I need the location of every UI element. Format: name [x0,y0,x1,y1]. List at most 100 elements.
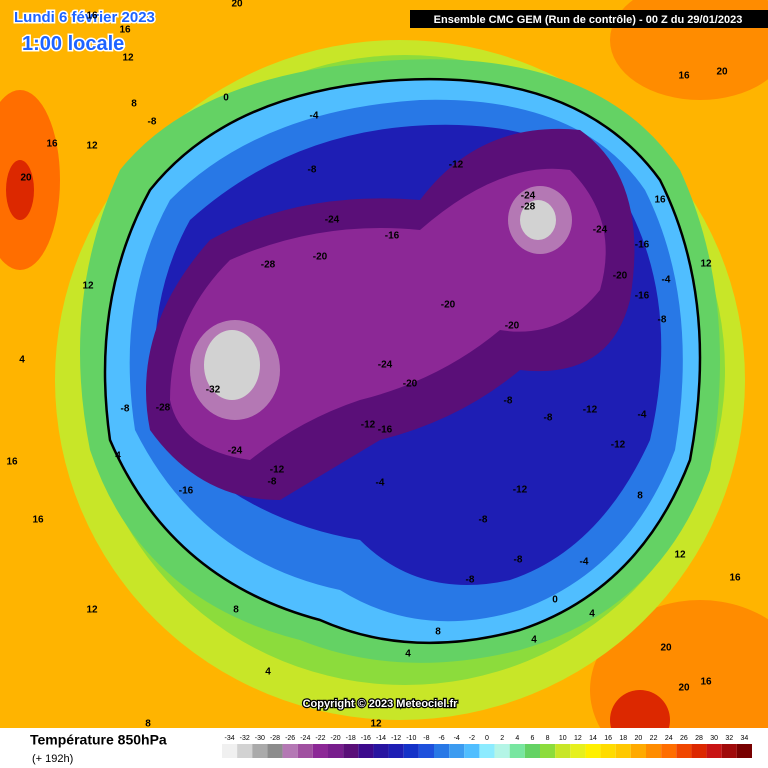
contour-label: 16 [119,25,131,36]
contour-label: 0 [552,595,558,606]
colorbar-swatch [494,744,510,758]
contour-label: 12 [82,281,94,292]
contour-label: 20 [231,0,243,10]
colorbar-tick-label: 12 [574,735,582,742]
contour-label: -20 [505,321,520,332]
contour-label: -8 [658,315,667,326]
colorbar-tick-label: -20 [331,735,341,742]
contour-label: -24 [228,446,243,457]
contour-label: -32 [206,385,221,396]
contour-label: 4 [19,355,25,366]
colorbar-swatch [524,744,540,758]
contour-label: 16 [86,11,98,22]
contour-label: 16 [678,71,690,82]
contour-label: 4 [405,649,411,660]
cold-core [204,330,260,400]
contour-label: -8 [121,404,130,415]
colorbar-swatch [691,744,707,758]
contour-label: 8 [131,99,137,110]
colorbar-tick-label: 26 [680,735,688,742]
contour-label: -12 [583,405,598,416]
contour-label: -24 [593,225,608,236]
colorbar-tick-label: 0 [485,735,489,742]
colorbar-tick-label: 30 [710,735,718,742]
colorbar-swatch [615,744,631,758]
legend-lead: (+ 192h) [32,753,73,765]
colorbar-swatch [373,744,389,758]
colorbar-swatch [630,744,646,758]
contour-label: -28 [156,403,171,414]
cold-core [520,200,556,240]
colorbar-tick-label: 22 [650,735,658,742]
contour-label: 12 [86,605,98,616]
colorbar-swatch [434,744,450,758]
colorbar-swatch [540,744,556,758]
colorbar-swatch [509,744,525,758]
colorbar-tick-label: -24 [300,735,310,742]
contour-labels: 16 20 16 12 16 20 12 8 -8 0 -4 -8 -12 -16 -20 -24 -28 -24… [6,0,741,730]
colorbar-tick-label: -28 [270,735,280,742]
contour-label: -12 [361,420,376,431]
contour-label: -4 [310,111,319,122]
colorbar-tick-label: 4 [515,735,519,742]
colorbar-tick-label: -34 [225,735,235,742]
colorbar-tick-label: -12 [391,735,401,742]
contour-label: -16 [179,486,194,497]
colorbar-swatch [585,744,601,758]
contour-label: -28 [261,260,276,271]
contour-label: 20 [716,67,728,78]
colorbar-tick-label: -16 [361,735,371,742]
contour-label: -8 [148,117,157,128]
colorbar-swatch [403,744,419,758]
colorbar-tick-label: -14 [376,735,386,742]
colorbar-tick-label: -30 [255,735,265,742]
contour-label: -28 [521,202,536,213]
colorbar-swatch [555,744,571,758]
colorbar-swatch [721,744,737,758]
colorbar-swatch [464,744,480,758]
run-box [410,10,768,28]
contour-label: 4 [531,635,537,646]
contour-label: -4 [638,410,647,421]
contour-label: 16 [6,457,18,468]
contour-label: -20 [441,300,456,311]
hot-area [6,160,34,220]
colorbar-tick-label: 20 [635,735,643,742]
colorbar-tick-label: -22 [315,735,325,742]
colorbar-swatch [358,744,374,758]
contour-label: -12 [449,160,464,171]
date-title: Lundi 6 février 2023 [14,9,155,26]
contour-label: -8 [514,555,523,566]
colorbar-tick-label: 18 [619,735,627,742]
contour-label: -8 [504,396,513,407]
contour-label: 12 [86,141,98,152]
colorbar-tick-label: 8 [546,735,550,742]
contour-label: 12 [122,53,134,64]
colorbar-swatch [237,744,253,758]
colorbar-tick-label: -18 [346,735,356,742]
contour-label: -4 [580,557,589,568]
contour-label: 8 [145,719,151,730]
contour-label: -16 [635,240,650,251]
contour-label: -12 [513,485,528,496]
colorbar-swatch [570,744,586,758]
contour-label: -12 [270,465,285,476]
colorbar-swatch [449,744,465,758]
colorbar-swatch [282,744,298,758]
contour-label: 4 [589,609,595,620]
colorbar-swatch [343,744,359,758]
colorbar-swatch [676,744,692,758]
contour-label: 12 [370,719,382,730]
contour-label: 0 [223,93,229,104]
colorbar-swatch [479,744,495,758]
zero-isotherm [103,78,702,645]
contour-label: 12 [674,550,686,561]
time-title: 1:00 locale [22,33,124,55]
colorbar-tick-label: -6 [438,735,444,742]
colorbar-swatch [418,744,434,758]
colorbar-tick-label: -2 [469,735,475,742]
contour-label: -20 [613,271,628,282]
colorbar-tick-label: 6 [530,735,534,742]
contour-label: -8 [466,575,475,586]
